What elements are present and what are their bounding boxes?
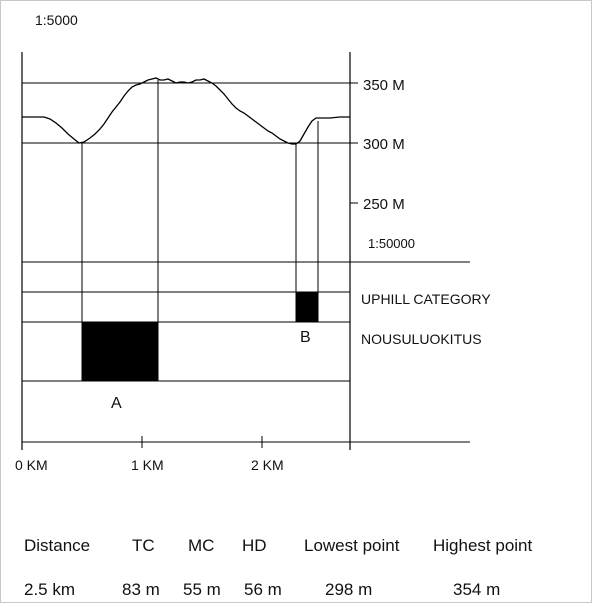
- nousuluokitus-label: NOUSULUOKITUS: [361, 331, 482, 347]
- header-lowest-point: Lowest point: [304, 536, 400, 555]
- header-tc: TC: [132, 536, 155, 555]
- value-lowest-point: 298 m: [325, 580, 373, 599]
- elevation-label-250: 250 M: [363, 196, 405, 213]
- km-label-2: 2 KM: [251, 457, 284, 473]
- header-mc: MC: [188, 536, 215, 555]
- elevation-label-300: 300 M: [363, 136, 405, 153]
- elevation-label-350: 350 M: [363, 77, 405, 94]
- km-label-0: 0 KM: [15, 457, 48, 473]
- uphill-block-b: [296, 292, 318, 322]
- uphill-block-a: [82, 322, 158, 381]
- uphill-category-label: UPHILL CATEGORY: [361, 291, 491, 307]
- value-mc: 55 m: [183, 580, 221, 599]
- value-tc: 83 m: [122, 580, 160, 599]
- value-distance: 2.5 km: [24, 580, 76, 599]
- scale-top-label: 1:5000: [35, 12, 78, 28]
- scale-mid-label: 1:50000: [368, 236, 415, 251]
- km-label-1: 1 KM: [131, 457, 164, 473]
- header-distance: Distance: [24, 536, 91, 555]
- value-hd: 56 m: [244, 580, 282, 599]
- header-hd: HD: [242, 536, 267, 555]
- elevation-profile-line: [22, 77, 350, 145]
- marker-a-label: A: [111, 395, 122, 412]
- value-highest-point: 354 m: [453, 580, 501, 599]
- header-highest-point: Highest point: [433, 536, 533, 555]
- marker-b-label: B: [300, 329, 311, 346]
